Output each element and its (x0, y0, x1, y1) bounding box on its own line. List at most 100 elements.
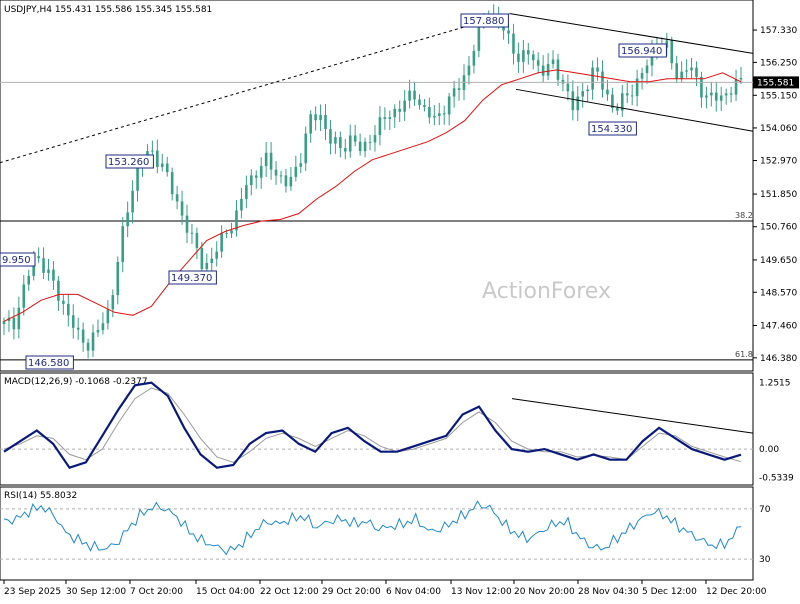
price-axis-label: 152.970 (760, 157, 797, 167)
candle-body (12, 317, 16, 330)
moving-average-line (3, 69, 742, 322)
x-axis-label: 30 Sep 12:00 (66, 587, 126, 597)
candle-body (363, 141, 367, 152)
candle-body (527, 50, 530, 55)
candle-body (586, 89, 589, 92)
candle-body (398, 108, 402, 112)
candle-body (245, 185, 248, 199)
candle-body (472, 50, 476, 66)
candle-body (131, 190, 134, 213)
candle-body (47, 269, 50, 273)
macd-layer (0, 381, 754, 470)
candle-body (126, 212, 129, 227)
candle-body (185, 215, 189, 233)
candle-body (254, 175, 258, 178)
candle-body (571, 91, 575, 111)
candle-body (319, 115, 322, 121)
level-label: 153.260 (108, 157, 149, 168)
candle-body (37, 256, 40, 259)
candle-body (601, 71, 604, 90)
price-axis-label: 148.570 (760, 288, 797, 298)
rsi-axis-label: 30 (759, 555, 771, 565)
macd-trendline (511, 398, 754, 434)
candle-body (403, 100, 406, 112)
candle-body (230, 230, 233, 234)
candle-body (96, 330, 100, 333)
candle-body (536, 60, 540, 66)
candle-body (205, 263, 209, 270)
candle-body (200, 247, 204, 270)
candle-body (116, 262, 120, 296)
candle-body (566, 83, 570, 92)
candle-body (714, 92, 718, 101)
candle-body (680, 71, 683, 79)
candle-body (368, 141, 372, 143)
rsi-layer (0, 500, 753, 560)
last-price-label: 155.581 (757, 78, 794, 88)
macd-axis-label: 0.00 (759, 445, 779, 455)
level-box (168, 270, 217, 285)
candle-body (324, 115, 327, 130)
candle-body (195, 232, 199, 248)
candle-body (437, 113, 441, 116)
candle-body (433, 115, 436, 118)
price-axis-label: 155.150 (760, 91, 797, 101)
x-axis-label: 20 Nov 20:00 (514, 587, 575, 597)
price-axis-label: 156.250 (760, 58, 797, 68)
candle-body (700, 76, 703, 98)
candle-body (705, 95, 708, 98)
candle-body (596, 67, 599, 72)
level-label: 154.330 (591, 124, 632, 135)
price-axis-label: 147.460 (760, 321, 797, 331)
rsi-panel-frame (0, 486, 754, 581)
candle-body (358, 141, 362, 152)
level-box (25, 355, 74, 370)
candle-body (675, 63, 678, 79)
candle-body (541, 65, 545, 76)
level-label: 156.940 (621, 46, 662, 57)
candle-body (591, 67, 594, 90)
macd-axis-label: -0.5339 (759, 473, 794, 483)
candle-body (175, 194, 179, 202)
price-axis-label: 157.330 (760, 26, 797, 36)
candle-body (561, 79, 565, 84)
candle-body (353, 135, 357, 142)
candle-body (86, 342, 90, 351)
candle-body (388, 117, 392, 119)
price-axis-label: 158.480 (760, 0, 797, 2)
x-axis-label: 29 Oct 20:00 (322, 587, 381, 597)
candle-body (106, 309, 110, 324)
price-axis-label: 149.650 (760, 256, 797, 266)
candle-body (215, 251, 218, 259)
candle-body (546, 64, 550, 76)
candle-body (645, 65, 649, 74)
macd-title: MACD(12,26,9) -0.1068 -0.2377 (4, 377, 148, 387)
candle-body (734, 79, 738, 95)
candle-body (156, 150, 159, 167)
candle-body (393, 108, 397, 118)
level-label: 146.580 (28, 358, 69, 369)
candle-body (729, 93, 733, 95)
candle-body (616, 107, 619, 111)
candle-body (442, 113, 446, 115)
price-panel-frame (0, 0, 754, 372)
candle-body (121, 226, 125, 263)
price-axis-label: 146.380 (760, 354, 797, 364)
candle-body (428, 107, 431, 118)
channel-upper-line (509, 13, 754, 54)
candle-body (695, 67, 698, 77)
candle-body (334, 137, 337, 144)
price-layer: 38.2 61.8 157.880 156.940 153.260 154.330 149.… (0, 4, 754, 370)
candle-body (452, 88, 456, 97)
candle-body (269, 152, 273, 170)
candle-body (284, 175, 288, 187)
x-axis-label: 12 Dec 20:00 (706, 587, 767, 597)
candle-body (625, 93, 629, 96)
candle-body (42, 258, 45, 273)
candle-body (314, 114, 317, 121)
candle-body (67, 303, 70, 316)
candle-body (22, 284, 26, 308)
candle-body (57, 280, 60, 301)
candle-body (724, 93, 728, 96)
candle-body (467, 65, 471, 76)
